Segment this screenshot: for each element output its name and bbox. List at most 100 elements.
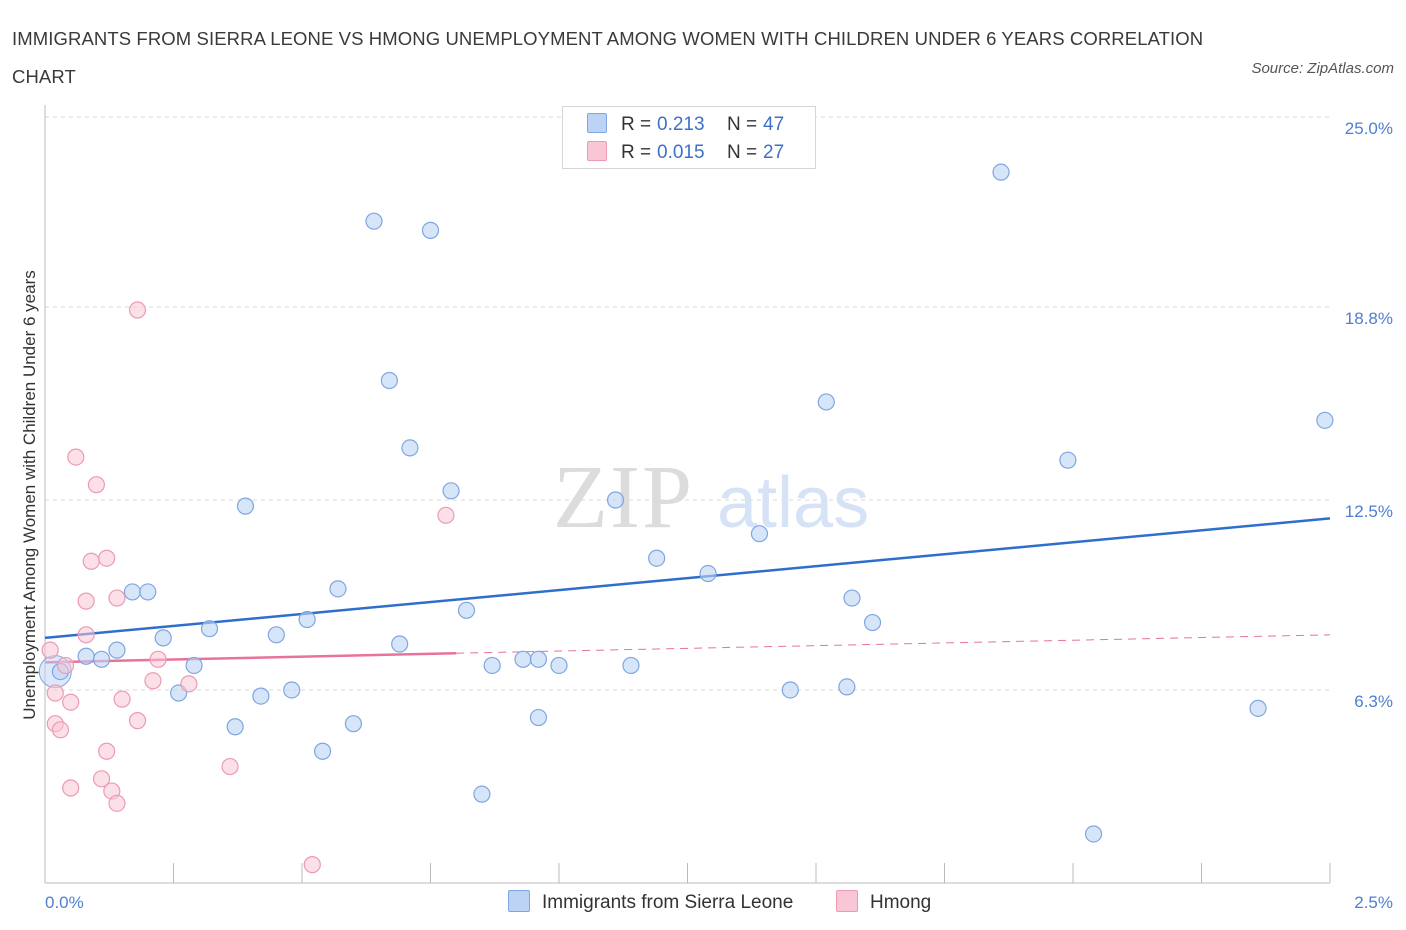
hmong-point xyxy=(62,779,80,797)
sierra-leone-point xyxy=(252,687,270,705)
sierra-leone-point xyxy=(77,647,95,665)
legend-n-label: N = xyxy=(727,114,758,135)
sierra-leone-point xyxy=(139,583,157,601)
hmong-point xyxy=(62,693,80,711)
sierra-leone-point xyxy=(992,163,1010,181)
sierra-leone-point xyxy=(843,589,861,607)
legend-n-value: 47 xyxy=(763,114,785,135)
sierra-leone-point xyxy=(185,656,203,675)
hmong-point xyxy=(77,592,95,610)
trend-lines xyxy=(44,517,1331,664)
source-label: Source: ZipAtlas.com xyxy=(1251,60,1394,77)
hmong-point xyxy=(113,690,131,708)
hmong-point xyxy=(87,476,106,494)
hmong-point xyxy=(128,712,147,730)
legend-row-hmong: R = 0.015 N = 27 xyxy=(587,141,784,165)
sierra-leone-point xyxy=(473,785,491,803)
sierra-leone-point xyxy=(1316,411,1334,429)
hmong-point xyxy=(128,301,147,319)
sierra-leone-point xyxy=(1059,451,1077,469)
sierra-leone-point xyxy=(863,613,882,632)
hmong-trend-line xyxy=(44,651,457,664)
bottom-legend-swatch-blue xyxy=(508,890,530,912)
hmong-point xyxy=(56,656,75,675)
legend-r-value: 0.213 xyxy=(657,114,705,135)
hmong-point xyxy=(46,684,64,702)
hmong-point xyxy=(98,742,116,760)
sierra-leone-point xyxy=(421,221,440,239)
legend-r-label: R = xyxy=(621,142,652,163)
hmong-point xyxy=(77,626,95,644)
bottom-legend-label-hmong: Hmong xyxy=(870,892,932,913)
y-tick-labels: 6.3% 12.5% 18.8% 25.0% xyxy=(1345,119,1393,711)
sierra-leone-point xyxy=(529,708,548,727)
sierra-leone-point xyxy=(514,650,532,668)
sierra-leone-trend-line xyxy=(44,517,1331,640)
legend-n-value: 27 xyxy=(763,142,785,163)
bottom-legend-hmong: Hmong xyxy=(836,890,931,914)
sierra-leone-point xyxy=(344,715,362,733)
hmong-point xyxy=(144,672,162,690)
hmong-point xyxy=(51,721,70,739)
legend-n-label: N = xyxy=(727,142,758,163)
hmong-point xyxy=(82,552,100,570)
grid-lines xyxy=(45,116,1330,691)
bottom-legend-swatch-pink xyxy=(836,890,858,912)
bottom-legend-sierra-leone: Immigrants from Sierra Leone xyxy=(508,890,793,914)
sierra-leone-point xyxy=(483,656,501,675)
y-tick-label: 18.8% xyxy=(1345,309,1393,328)
y-axis-label: Unemployment Among Women with Children U… xyxy=(20,270,39,719)
hmong-point xyxy=(149,650,167,668)
hmong-point xyxy=(108,794,126,812)
sierra-leone-point xyxy=(550,656,568,675)
sierra-leone-point xyxy=(108,641,126,659)
chart-title: IMMIGRANTS FROM SIERRA LEONE VS HMONG UN… xyxy=(12,28,1204,87)
hmong-point xyxy=(303,856,321,874)
sierra-leone-point xyxy=(401,439,419,457)
sierra-leone-point xyxy=(606,491,625,509)
sierra-leone-point xyxy=(154,629,172,647)
hmong-point xyxy=(108,589,126,607)
sierra-leone-point xyxy=(267,626,285,644)
sierra-leone-point xyxy=(123,583,141,601)
sierra-leone-point xyxy=(442,482,460,500)
sierra-leone-point xyxy=(1084,825,1103,843)
sierra-leone-point xyxy=(391,635,409,653)
sierra-leone-point xyxy=(380,371,398,390)
correlation-legend: R = 0.213 N = 47 R = 0.015 N = 27 xyxy=(562,106,816,169)
x-tick-labels: 0.0% 2.5% xyxy=(45,893,1393,912)
sierra-leone-point xyxy=(298,610,316,629)
sierra-leone-point xyxy=(838,678,856,696)
sierra-leone-point xyxy=(92,650,111,668)
hmong-point xyxy=(92,770,111,788)
legend-r-value: 0.015 xyxy=(657,142,705,163)
sierra-leone-point xyxy=(226,718,244,736)
sierra-leone-point xyxy=(329,580,347,598)
sierra-leone-point xyxy=(200,620,219,638)
sierra-leone-point xyxy=(365,212,383,230)
hmong-point xyxy=(41,641,59,659)
x-tick-label: 2.5% xyxy=(1354,893,1393,912)
sierra-leone-point xyxy=(750,525,769,543)
hmong-point xyxy=(98,549,116,567)
legend-swatch-pink xyxy=(587,141,607,161)
sierra-leone-point xyxy=(648,549,666,567)
bottom-legend-label-sierra-leone: Immigrants from Sierra Leone xyxy=(542,892,794,913)
sierra-leone-point xyxy=(529,650,548,668)
sierra-leone-point xyxy=(622,656,640,675)
sierra-leone-point xyxy=(817,393,835,411)
sierra-leone-point xyxy=(1249,699,1267,717)
axes xyxy=(44,105,1331,884)
y-tick-label: 25.0% xyxy=(1345,119,1393,138)
legend-swatch-blue xyxy=(587,113,607,133)
x-tick-label: 0.0% xyxy=(45,893,84,912)
legend-row-sierra-leone: R = 0.213 N = 47 xyxy=(587,113,784,137)
watermark-atlas: atlas xyxy=(717,463,869,543)
hmong-trend-line-dashed xyxy=(456,634,1331,654)
y-tick-label: 12.5% xyxy=(1345,502,1393,521)
sierra-leone-point xyxy=(236,497,255,515)
legend-r-label: R = xyxy=(621,114,652,135)
hmong-point xyxy=(221,757,239,776)
data-points xyxy=(38,163,1334,874)
